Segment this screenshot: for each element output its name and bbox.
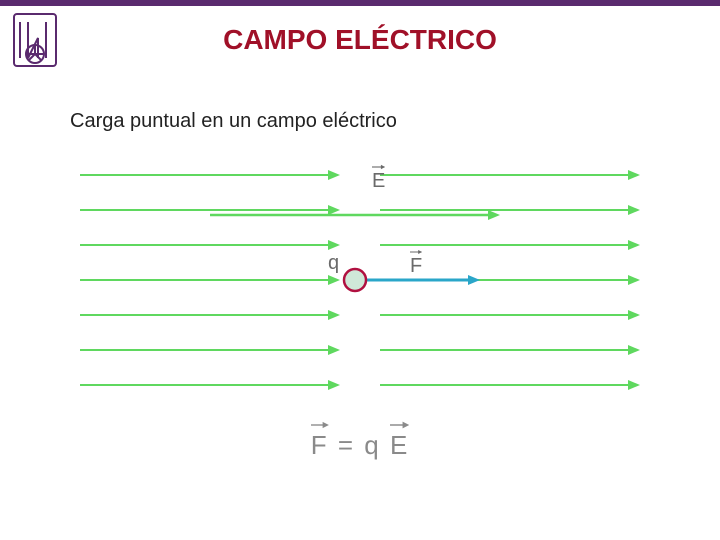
e-label-text: E <box>372 170 385 192</box>
force-equation: F = q E <box>0 430 720 461</box>
f-vector-label: F <box>410 255 422 278</box>
f-label-text: F <box>410 255 422 277</box>
equation-equals: = <box>338 430 364 460</box>
equation-q: q <box>364 430 380 460</box>
e-vector-label: E <box>372 170 385 193</box>
field-diagram: E F q <box>80 160 640 420</box>
q-charge-label: q <box>328 252 339 275</box>
equation-E: E <box>390 430 409 460</box>
q-label-text: q <box>328 252 339 274</box>
subtitle: Carga puntual en un campo eléctrico <box>70 110 397 133</box>
equation-F: F <box>311 430 329 460</box>
top-stripe <box>0 0 720 6</box>
page-title: CAMPO ELÉCTRICO <box>0 24 720 56</box>
